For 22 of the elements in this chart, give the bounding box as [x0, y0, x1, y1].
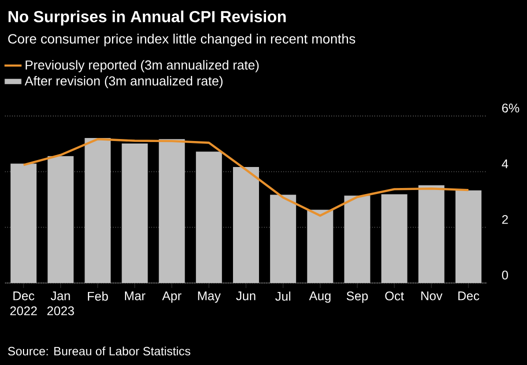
x-tick-label: Apr [162, 292, 182, 303]
x-tick-label: Mar [125, 292, 146, 300]
x-tick-label: Jun [236, 292, 256, 300]
y-tick-label: 2 [502, 215, 508, 224]
x-tick-label: Oct [385, 292, 404, 300]
y-tick-label: 0 [502, 270, 508, 280]
x-tick-label: Dec [458, 292, 480, 300]
chart-subtitle: Core consumer price index little changed in recent months [8, 34, 356, 46]
x-tick-label: May [198, 292, 221, 303]
x-tick-label: Feb [88, 292, 108, 301]
x-tick-label: Sep [346, 292, 368, 303]
y-tick-label: 4 [502, 160, 508, 168]
x-tick-label: Nov [421, 292, 442, 300]
x-tick-label: Jan 2023 [47, 292, 74, 316]
legend-label: After revision (3m annualized rate) [24, 76, 223, 88]
legend-label: Previously reported (3m annualized rate) [26, 60, 259, 72]
x-tick-label: Jul [275, 292, 290, 301]
x-tick-label: Dec 2022 [10, 292, 37, 316]
source-note: Source: Bureau of Labor Statistics [8, 346, 190, 356]
chart-title: No Surprises in Annual CPI Revision [8, 10, 286, 26]
x-tick-label: Aug [309, 292, 330, 303]
y-tick-label: 6% [502, 104, 520, 112]
